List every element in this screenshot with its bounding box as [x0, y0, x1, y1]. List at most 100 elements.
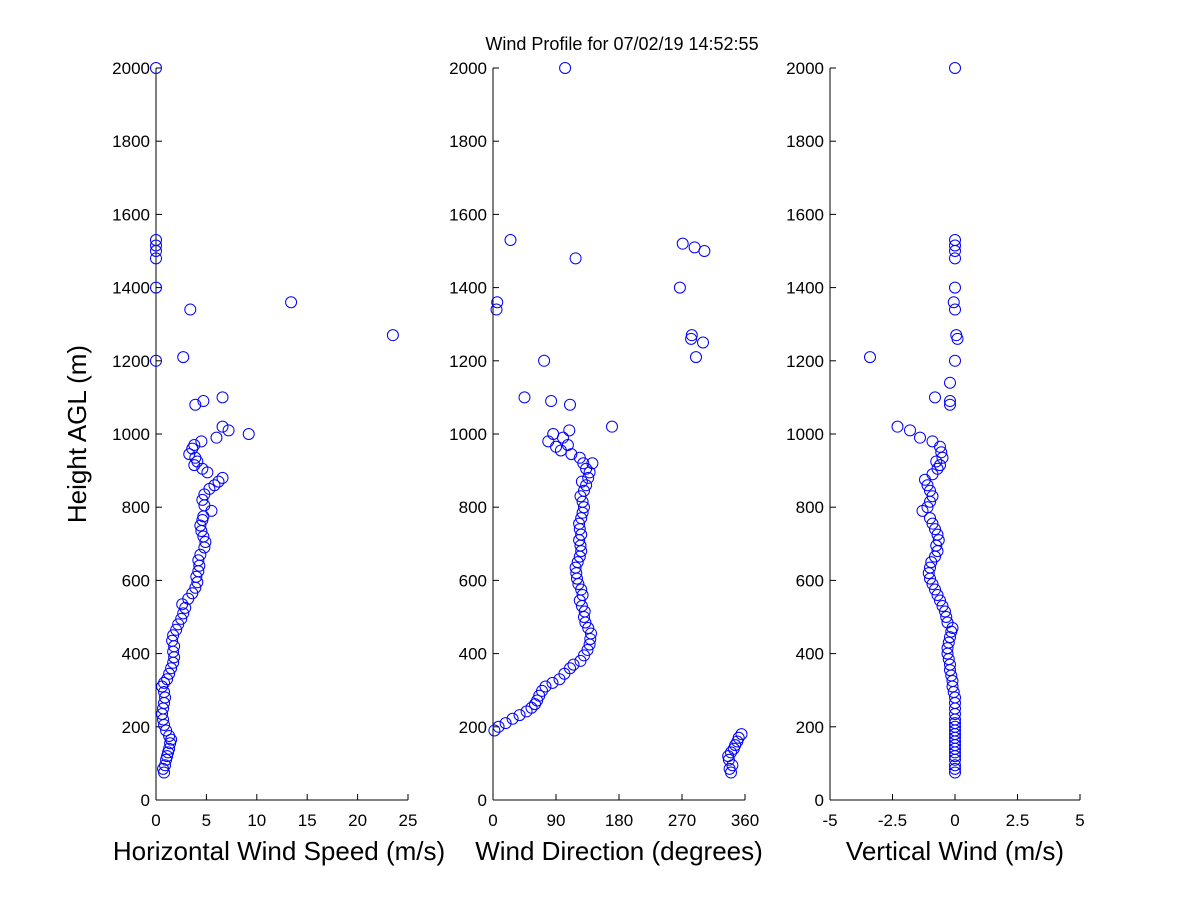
data-point	[924, 484, 936, 497]
data-point	[949, 234, 961, 247]
data-point	[934, 594, 946, 607]
y-tick-label: 200	[796, 718, 824, 737]
data-point	[518, 391, 531, 404]
data-point	[571, 556, 584, 569]
y-tick-label: 800	[122, 498, 150, 517]
x-tick-label: -2.5	[878, 811, 907, 830]
data-point	[732, 731, 745, 744]
y-tick-label: 0	[815, 791, 824, 810]
y-tick-label: 1000	[786, 425, 824, 444]
x-tick-label: 270	[668, 811, 696, 830]
data-point	[197, 510, 210, 523]
data-point	[559, 62, 572, 74]
y-tick-label: 0	[141, 791, 150, 810]
data-point	[195, 435, 208, 448]
data-point	[944, 395, 956, 408]
data-point	[188, 438, 201, 451]
data-point	[576, 589, 589, 602]
data-point	[949, 717, 961, 730]
data-point	[563, 424, 576, 437]
data-point	[159, 691, 172, 704]
data-point	[947, 296, 960, 309]
data-point	[949, 354, 961, 367]
data-point	[167, 629, 180, 642]
x-tick-label: 180	[605, 811, 633, 830]
data-point	[158, 676, 171, 689]
data-point	[564, 398, 576, 411]
data-point	[676, 237, 689, 250]
data-point	[931, 589, 944, 602]
data-point	[150, 281, 162, 294]
data-point	[542, 435, 555, 448]
data-point	[864, 351, 876, 364]
data-point	[199, 535, 212, 548]
y-tick-label: 1200	[112, 352, 150, 371]
data-point	[924, 561, 936, 574]
data-point	[150, 252, 162, 265]
data-point	[150, 239, 162, 252]
data-point	[492, 720, 505, 733]
x-axis-label: Wind Direction (degrees)	[475, 836, 763, 866]
data-point	[547, 428, 560, 440]
y-tick-label: 800	[459, 498, 487, 517]
data-point	[212, 475, 225, 488]
data-point	[513, 709, 526, 722]
data-point	[606, 420, 618, 433]
data-point	[546, 676, 559, 689]
data-point	[177, 351, 190, 364]
data-point	[216, 471, 229, 484]
data-point	[725, 746, 737, 759]
data-point	[554, 444, 567, 457]
y-tick-label: 800	[796, 498, 824, 517]
data-point	[673, 281, 686, 294]
data-point	[690, 351, 702, 364]
data-point	[723, 762, 736, 775]
data-point	[922, 567, 935, 580]
data-point	[163, 742, 176, 755]
data-point	[166, 634, 179, 647]
data-point	[949, 720, 961, 733]
y-tick-label: 2000	[112, 59, 150, 78]
panel-horizontal-wind-speed: 0 200 400 600 800 1000 1200 1400 1600 1800 2000 0 5 1…	[62, 59, 445, 866]
data-point	[926, 490, 939, 503]
y-tick-label: 200	[459, 718, 487, 737]
data-point	[194, 548, 207, 561]
series-vertical	[864, 62, 964, 779]
data-point	[175, 612, 188, 625]
panel-vertical-wind: 0 200 400 600 800 1000 1200 1400 1600 1800 2000 -5 -…	[786, 59, 1085, 866]
data-point	[222, 424, 235, 437]
data-point	[179, 601, 192, 614]
x-tick-label: 0	[488, 811, 497, 830]
y-tick-label: 200	[122, 718, 150, 737]
data-point	[949, 62, 961, 74]
data-point	[685, 329, 698, 342]
data-point	[196, 493, 209, 506]
data-point	[183, 448, 196, 461]
y-tick-label: 400	[796, 645, 824, 664]
data-point	[216, 391, 229, 404]
data-point	[208, 479, 221, 492]
data-point	[729, 739, 742, 752]
data-point	[914, 431, 926, 444]
y-tick-label: 1600	[786, 205, 824, 224]
data-point	[581, 643, 594, 656]
data-point	[189, 451, 202, 464]
y-tick-label: 400	[459, 645, 487, 664]
data-point	[949, 762, 961, 775]
data-point	[926, 578, 939, 591]
data-point	[931, 528, 944, 541]
data-point	[944, 631, 956, 644]
data-point	[949, 303, 961, 316]
y-tick-label: 1600	[112, 205, 150, 224]
data-point	[205, 504, 218, 517]
y-axis-label: Height AGL (m)	[62, 345, 92, 523]
data-point	[949, 766, 961, 779]
y-tick-label: 600	[122, 571, 150, 590]
data-point	[944, 658, 956, 671]
x-tick-label: 10	[247, 811, 266, 830]
data-point	[150, 62, 162, 74]
data-point	[172, 618, 185, 631]
y-tick-label: 1400	[112, 279, 150, 298]
series-direction	[488, 62, 748, 779]
data-point	[578, 484, 590, 497]
